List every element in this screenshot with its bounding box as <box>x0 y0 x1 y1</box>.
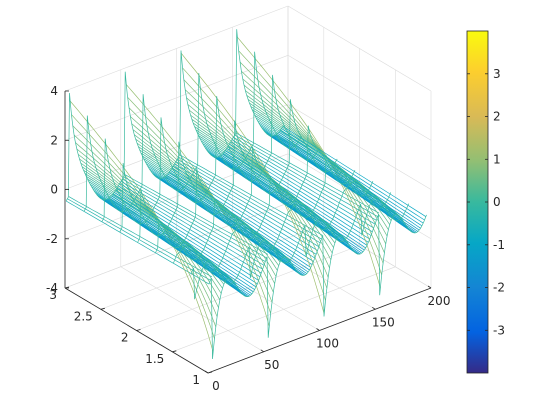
colorbar-tick-label: 0 <box>493 195 501 209</box>
mesh-line <box>124 174 269 255</box>
mesh-line-x <box>101 74 320 225</box>
y-tick-label: 2 <box>121 331 129 345</box>
wire-mesh-surface <box>65 29 427 360</box>
x-tick-label: 0 <box>212 379 220 393</box>
grid-line-z-back <box>64 55 289 141</box>
mesh-line-x <box>119 99 338 237</box>
colorbar-tick-label: -1 <box>493 238 505 252</box>
colorbar: 3 2 1 0 -1 -2 -3 <box>466 30 505 374</box>
colorbar-tick-label: 1 <box>493 152 501 166</box>
grid-line-y-floor <box>172 266 396 353</box>
z-axis-ticks: -4 -2 0 2 4 <box>46 84 69 295</box>
colorbar-tick-label: 3 <box>493 67 501 81</box>
colorbar-tick-label: -3 <box>493 323 505 337</box>
mesh-line-x <box>137 125 356 249</box>
mesh-line-x <box>208 213 427 360</box>
colorbar-ticks: 3 2 1 0 -1 -2 -3 <box>467 67 505 337</box>
y-tick-mark <box>136 329 141 331</box>
mesh-line-x <box>190 197 410 300</box>
y-tick-mark <box>100 307 105 310</box>
x-tick-label: 150 <box>372 315 395 329</box>
x-tick-mark <box>260 349 265 353</box>
z-tick-label: 4 <box>50 84 58 98</box>
mesh-line <box>68 196 212 278</box>
z-tick-label: 2 <box>50 133 58 147</box>
grid-line-z-right <box>287 104 432 190</box>
mesh-line-x <box>173 180 392 273</box>
y-tick-mark <box>172 350 177 353</box>
grid-line-z-back <box>64 5 289 92</box>
x-tick-mark <box>316 328 320 331</box>
colorbar-gradient <box>466 30 489 374</box>
grid-line-z-right <box>287 5 432 92</box>
colorbar-tick-label: 2 <box>493 110 501 124</box>
x-tick-mark <box>372 306 376 310</box>
x-tick-mark <box>204 370 209 374</box>
grid-line-z-right <box>287 153 432 240</box>
y-tick-label: 1 <box>192 373 200 387</box>
x-tick-label: 200 <box>428 294 451 308</box>
x-tick-label: 100 <box>316 337 339 351</box>
colorbar-tick-label: -2 <box>493 281 505 295</box>
y-tick-label: 1.5 <box>145 352 164 366</box>
mesh-line <box>217 156 361 255</box>
x-axis-ticks: 0 50 100 150 200 <box>204 285 451 393</box>
mesh-line <box>235 132 380 214</box>
y-tick-mark <box>207 371 213 374</box>
x-tick-label: 50 <box>264 358 279 372</box>
z-tick-label: 0 <box>50 183 58 197</box>
axes-3d: 0 50 100 150 200 1 1.5 2 2.5 3 -4 -2 0 2 4 <box>46 5 451 393</box>
mesh-line-x <box>65 29 284 202</box>
z-tick-label: -2 <box>46 232 58 246</box>
mesh-line-x <box>155 155 374 261</box>
grid-line-z-right <box>287 55 432 141</box>
mesh-line-x <box>83 51 302 213</box>
z-tick-label: -4 <box>46 281 58 295</box>
x-tick-mark <box>427 285 432 289</box>
y-axis-ticks: 1 1.5 2 2.5 3 <box>49 286 213 387</box>
y-tick-label: 3 <box>49 288 57 302</box>
y-tick-label: 2.5 <box>74 309 93 323</box>
